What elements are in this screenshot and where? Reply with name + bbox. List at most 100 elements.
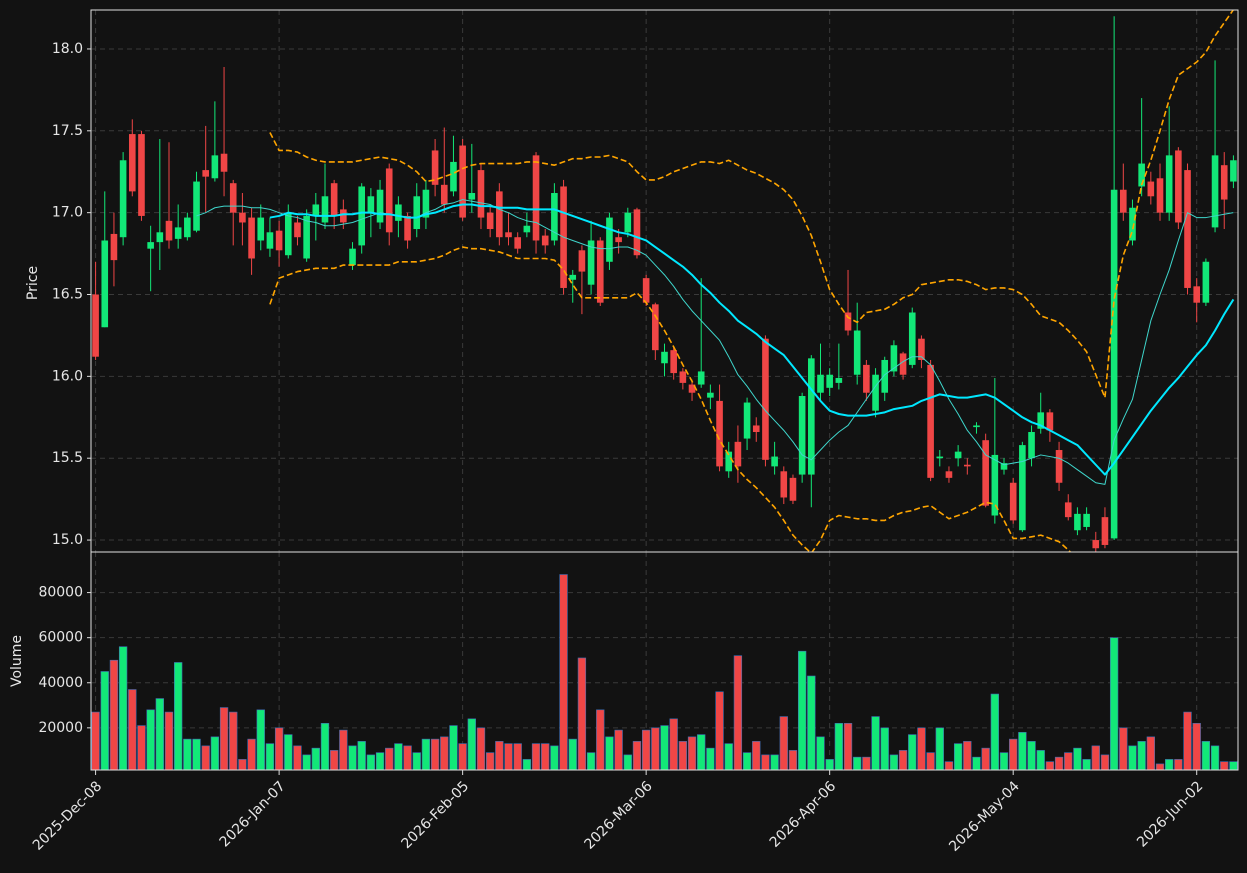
volume-bar (1073, 747, 1082, 771)
volume-bar (752, 741, 761, 771)
volume-bar (256, 709, 265, 771)
candle-body (835, 377, 843, 383)
candle-body (174, 227, 182, 239)
volume-bar (100, 671, 109, 771)
candle-body (422, 189, 430, 218)
volume-bar (559, 574, 568, 771)
candle-body (642, 278, 650, 303)
volume-bar (1210, 745, 1220, 771)
candle-body (1119, 189, 1127, 213)
candle-body (918, 338, 925, 360)
volume-bar (853, 756, 862, 771)
candle-body (633, 209, 641, 256)
volume-bar (963, 741, 972, 771)
volume-bar (476, 727, 486, 771)
volume-bar (632, 741, 642, 771)
volume-bar (348, 745, 357, 771)
candle-body (798, 395, 806, 475)
candle-body (982, 440, 989, 506)
volume-bar (586, 752, 596, 771)
candle-body (1230, 160, 1237, 182)
volume-bar (1174, 759, 1183, 771)
candle-body (707, 392, 714, 398)
volume-bar (531, 743, 541, 771)
candle-body (147, 242, 154, 249)
volume-bar (1054, 756, 1064, 771)
candle-body (652, 304, 659, 351)
candle-body (1009, 482, 1017, 521)
volume-bar (715, 691, 724, 771)
volume-tick-label: 80000 (38, 585, 83, 601)
candle-body (202, 170, 210, 177)
candle-body (872, 374, 879, 411)
candle-body (275, 230, 283, 251)
volume-tick-label: 20000 (38, 720, 83, 736)
candle-body (1138, 163, 1145, 187)
candle-body (964, 464, 971, 467)
candle-body (936, 456, 944, 459)
volume-bar (807, 675, 816, 771)
candle-body (661, 351, 668, 364)
volume-bar (238, 759, 247, 771)
candle-body (330, 183, 338, 216)
candle-body (367, 196, 375, 213)
candle-body (991, 454, 999, 516)
candle-body (954, 451, 962, 459)
volume-bar (109, 659, 119, 771)
candle-body (780, 471, 788, 498)
candle-body (789, 477, 797, 501)
indicator-line (269, 246, 1072, 552)
volume-bar (825, 759, 834, 771)
volume-bar (421, 738, 431, 771)
candle-body (450, 161, 457, 192)
candle-body (340, 209, 347, 223)
volume-bar (898, 750, 908, 771)
volume-bar (1045, 761, 1055, 771)
volume-bar (174, 662, 183, 771)
candle-body (853, 330, 861, 375)
volume-bar (201, 745, 210, 771)
volume-bar (669, 718, 678, 771)
volume-bar (91, 711, 100, 771)
y-tick-label: 17.0 (52, 205, 83, 221)
y-tick-label: 15.5 (52, 450, 83, 466)
y-tick-label: 15.0 (52, 532, 83, 548)
volume-bar (678, 741, 688, 771)
volume-bar (641, 729, 651, 771)
volume-bar (797, 650, 807, 771)
volume-bar (320, 723, 330, 771)
candle-body (945, 471, 953, 478)
candle-body (1101, 517, 1109, 545)
volume-panel-frame (90, 551, 1239, 771)
indicator-line (269, 10, 1235, 399)
volume-bar (623, 754, 632, 771)
volume-bar (687, 736, 697, 771)
volume-bar (568, 738, 577, 771)
volume-bar (1192, 723, 1201, 771)
candle-body (193, 181, 200, 231)
volume-bar (293, 745, 302, 771)
candles (92, 10, 1237, 552)
volume-bar (1128, 745, 1137, 771)
volume-bar (651, 727, 660, 771)
volume-bar (1146, 736, 1155, 771)
candle-body (404, 215, 411, 241)
volume-bar (1082, 759, 1091, 771)
volume-bar (412, 752, 421, 771)
candle-body (413, 196, 421, 230)
candle-body (468, 193, 476, 200)
candle-body (1055, 450, 1063, 483)
candle-body (697, 371, 705, 385)
candle-body (1147, 181, 1155, 197)
candle-body (349, 248, 356, 266)
candle-body (1000, 463, 1008, 470)
candle-body (184, 217, 191, 238)
candle-body (505, 232, 512, 238)
y-tick-label: 18.0 (52, 41, 83, 57)
candle-body (1046, 412, 1054, 431)
volume-bar (706, 747, 715, 771)
candle-body (762, 338, 769, 460)
volume-bar (843, 723, 853, 771)
volume-axis-label: Volume (9, 635, 25, 687)
